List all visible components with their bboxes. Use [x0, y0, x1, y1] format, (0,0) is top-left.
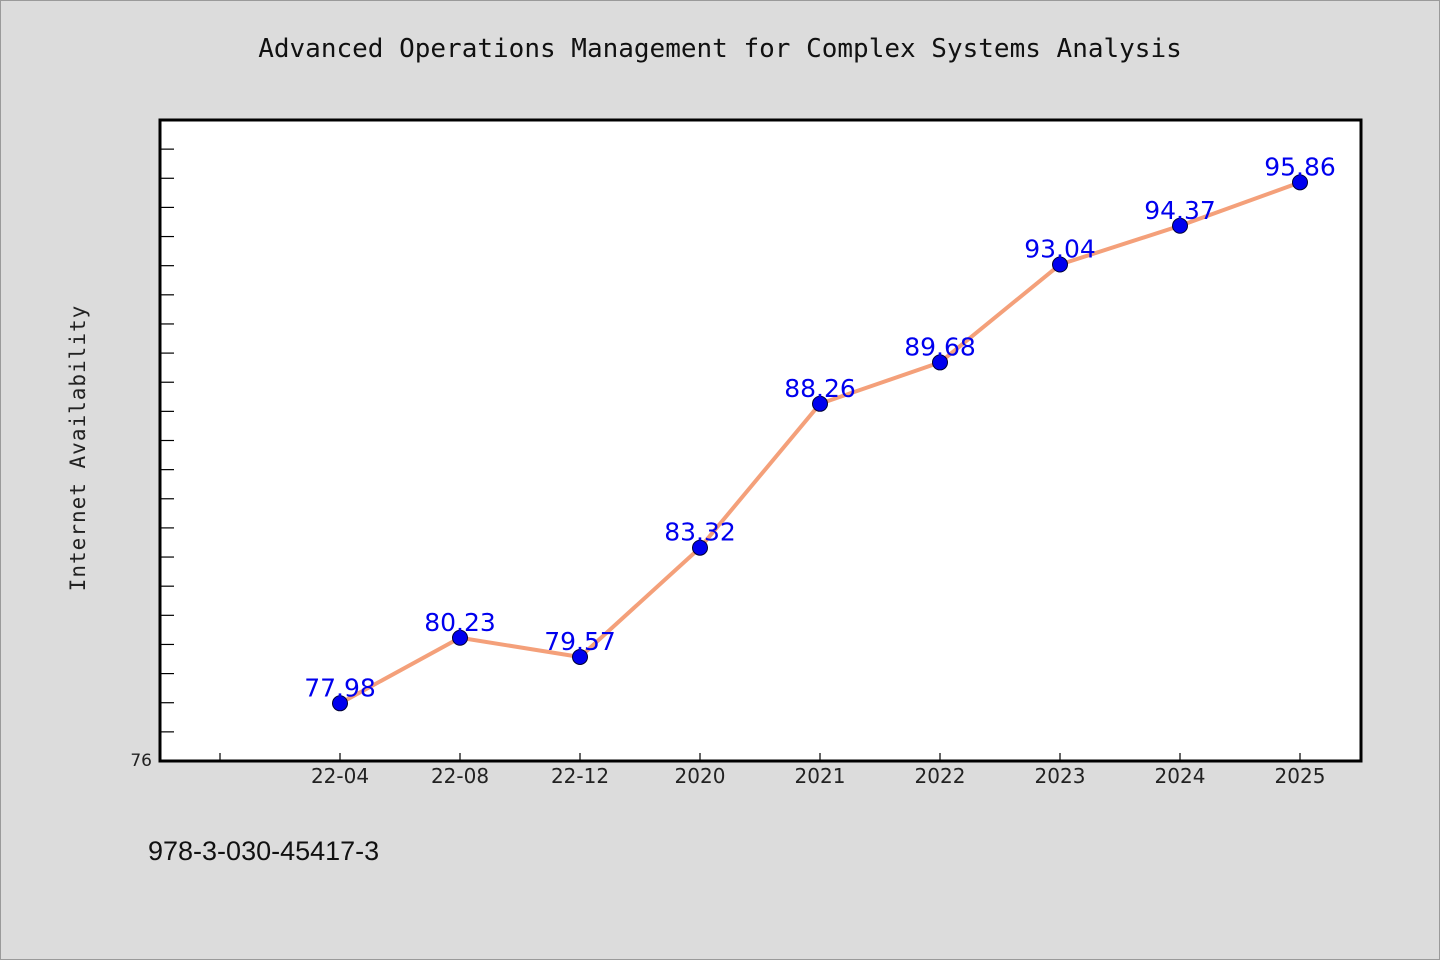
x-tick-label: 2024: [1155, 764, 1206, 788]
x-tick-label: 2023: [1035, 764, 1086, 788]
plot-area: [158, 118, 1363, 763]
isbn-text: 978-3-030-45417-3: [148, 836, 380, 866]
x-axis-ticks: 22-04 22-08 22-12 2020 2021 2022 2023 2024 2025: [219, 753, 1326, 788]
y-tick-label: 76: [130, 751, 152, 771]
x-tick-label: 2021: [795, 764, 846, 788]
data-label: 94.37: [1144, 196, 1216, 225]
data-point: [1052, 256, 1068, 273]
x-tick-label: 2020: [675, 764, 726, 788]
data-label: 95.86: [1264, 152, 1336, 181]
data-point: [1172, 217, 1188, 234]
data-point: [572, 648, 588, 665]
data-point: [1292, 174, 1308, 191]
y-axis-ticks: [160, 148, 174, 733]
x-tick-label: 22-08: [431, 764, 489, 788]
data-point: [452, 629, 468, 646]
chart-title: Advanced Operations Management for Compl…: [258, 34, 1182, 64]
data-point: [932, 354, 948, 371]
data-point: [332, 695, 348, 712]
x-tick-label: 22-04: [311, 764, 369, 788]
data-label: 79.57: [544, 627, 616, 656]
data-label: 80.23: [424, 608, 496, 637]
data-label: 93.04: [1024, 235, 1096, 264]
x-tick-label: 2025: [1275, 764, 1326, 788]
x-tick-label: 22-12: [551, 764, 609, 788]
data-label: 89.68: [904, 332, 976, 361]
data-point: [692, 539, 708, 556]
x-tick-label: 2022: [915, 764, 966, 788]
series-group: 77.98 80.23 79.57 83.32 88.26 89.68 93.04 94.37…: [304, 152, 1336, 712]
data-label: 83.32: [664, 518, 736, 547]
data-point: [812, 395, 828, 412]
data-label: 88.26: [784, 374, 856, 403]
data-label: 77.98: [304, 673, 376, 702]
